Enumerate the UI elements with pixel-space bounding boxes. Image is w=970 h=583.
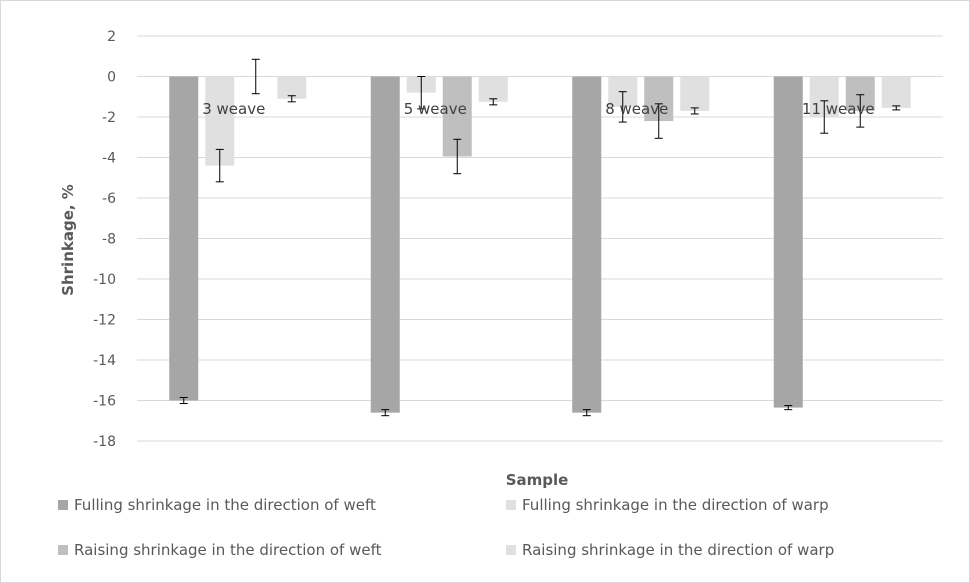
- y-tick-label: 2: [107, 29, 116, 45]
- legend-item-fulling-weft: Fulling shrinkage in the direction of we…: [58, 496, 376, 514]
- legend-swatch-fulling-warp: [506, 500, 516, 510]
- y-tick-label: -8: [102, 232, 116, 248]
- error-bar: [251, 58, 260, 95]
- bar: [370, 76, 400, 413]
- y-tick-label: -14: [93, 353, 116, 369]
- y-tick-labels: 2 0 -2 -4 -6 -8 -10 -12 -14 -16 -18: [93, 29, 116, 450]
- error-bar: [820, 100, 829, 134]
- bar: [773, 76, 803, 408]
- error-bars: [179, 58, 901, 417]
- category-label: 3 weave: [202, 100, 265, 118]
- error-bar: [582, 409, 591, 417]
- category-label: 5 weave: [404, 100, 467, 118]
- error-bar: [179, 396, 188, 405]
- error-bar: [287, 95, 296, 103]
- legend-item-raising-warp: Raising shrinkage in the direction of wa…: [506, 541, 834, 559]
- error-bar: [784, 405, 793, 411]
- legend-swatch-raising-warp: [506, 545, 516, 555]
- error-bar: [381, 409, 390, 417]
- bars: [169, 76, 911, 413]
- legend-swatch-fulling-weft: [58, 500, 68, 510]
- legend-label-raising-weft: Raising shrinkage in the direction of we…: [74, 541, 382, 559]
- category-label: 8 weave: [605, 100, 668, 118]
- error-bar: [892, 105, 901, 111]
- bar: [572, 76, 602, 413]
- error-bar: [618, 91, 627, 123]
- y-tick-label: -10: [93, 272, 116, 288]
- category-labels: 3 weave 5 weave 8 weave 11 weave: [202, 100, 874, 118]
- legend-item-fulling-warp: Fulling shrinkage in the direction of wa…: [506, 496, 829, 514]
- error-bar: [215, 148, 224, 183]
- y-axis-title: Shrinkage, %: [59, 184, 77, 296]
- legend-item-raising-weft: Raising shrinkage in the direction of we…: [58, 541, 381, 559]
- error-bar: [856, 94, 865, 128]
- bar: [881, 76, 911, 108]
- legend-label-raising-warp: Raising shrinkage in the direction of wa…: [522, 541, 835, 559]
- legend-swatch-raising-weft: [58, 545, 68, 555]
- bar: [169, 76, 199, 401]
- error-bar: [654, 103, 663, 139]
- legend-label-fulling-warp: Fulling shrinkage in the direction of wa…: [522, 496, 829, 514]
- bar: [277, 76, 307, 99]
- y-tick-label: -6: [102, 191, 116, 207]
- gridlines: [137, 35, 943, 442]
- y-tick-label: -18: [93, 434, 116, 450]
- y-tick-label: 0: [107, 70, 116, 86]
- bar: [478, 76, 508, 102]
- error-bar: [453, 138, 462, 175]
- error-bar: [489, 98, 498, 106]
- y-tick-label: -12: [93, 313, 116, 329]
- y-tick-label: -4: [102, 151, 116, 167]
- x-axis-title: Sample: [506, 471, 569, 489]
- y-tick-label: -2: [102, 110, 116, 126]
- legend-label-fulling-weft: Fulling shrinkage in the direction of we…: [74, 496, 376, 514]
- error-bar: [690, 107, 699, 115]
- y-tick-label: -16: [93, 394, 116, 410]
- bar: [680, 76, 710, 111]
- error-bar: [417, 76, 426, 110]
- category-label: 11 weave: [802, 100, 875, 118]
